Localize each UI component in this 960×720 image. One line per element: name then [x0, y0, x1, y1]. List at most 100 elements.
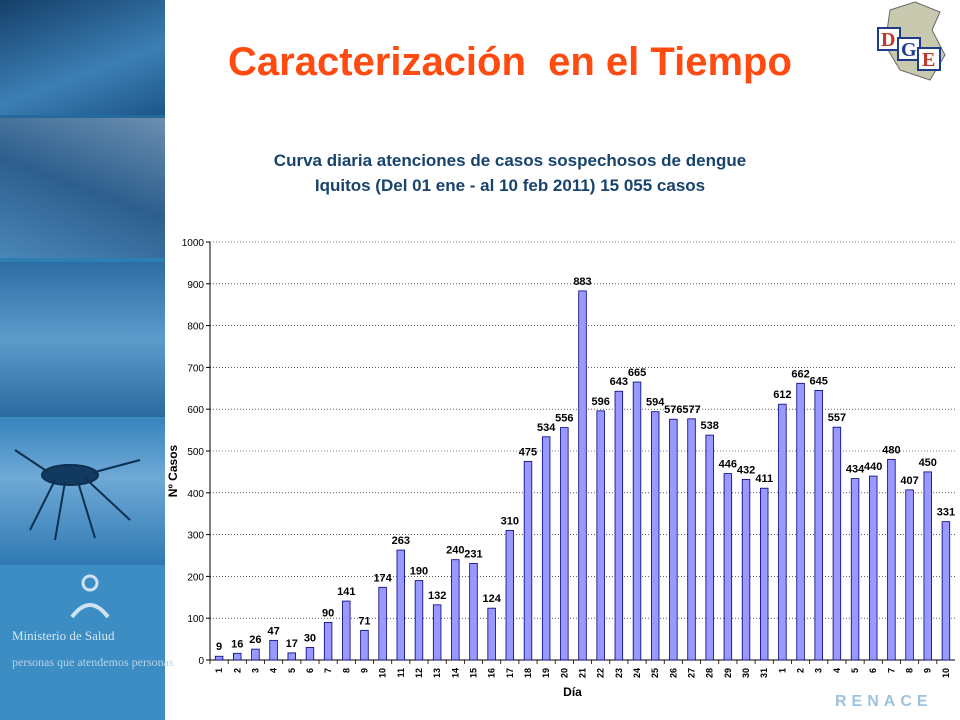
x-tick-label: 3 — [250, 668, 260, 673]
x-tick-label: 7 — [323, 668, 333, 673]
bar — [941, 521, 951, 661]
data-label: 310 — [501, 515, 519, 527]
y-tick-label: 400 — [187, 489, 204, 500]
side-photo-panel — [0, 0, 165, 720]
bar — [814, 389, 823, 661]
data-label: 16 — [231, 638, 243, 650]
bar — [687, 418, 696, 661]
bar — [469, 563, 478, 661]
data-label: 17 — [286, 638, 298, 650]
data-label: 26 — [249, 634, 261, 646]
x-tick-label: 3 — [814, 668, 824, 673]
bar — [378, 586, 387, 661]
bar — [905, 489, 914, 661]
data-label: 662 — [791, 368, 809, 380]
bar — [723, 473, 733, 661]
x-tick-label: 9 — [923, 668, 933, 673]
ministry-name: Ministerio de Salud — [12, 628, 115, 643]
y-tick-label: 0 — [198, 656, 204, 667]
y-tick-label: 600 — [187, 405, 204, 416]
data-label: 132 — [428, 590, 446, 602]
x-tick-label: 1 — [777, 668, 787, 673]
x-tick-label: 20 — [559, 668, 569, 678]
children-photo — [0, 262, 165, 417]
y-tick-label: 500 — [187, 447, 204, 458]
x-tick-label: 10 — [941, 668, 951, 678]
data-label: 124 — [482, 593, 501, 605]
data-label: 594 — [646, 397, 665, 409]
x-tick-label: 15 — [468, 668, 478, 678]
bar — [396, 549, 406, 661]
bar — [323, 621, 333, 661]
data-label: 475 — [519, 446, 537, 458]
owl-photo — [0, 0, 165, 115]
y-tick-label: 1000 — [182, 238, 205, 249]
bar — [669, 418, 678, 661]
data-label: 480 — [882, 444, 900, 456]
bar — [414, 580, 424, 661]
data-label: 90 — [322, 607, 334, 619]
bar — [614, 390, 624, 661]
x-tick-label: 7 — [886, 668, 896, 673]
data-label: 190 — [410, 566, 428, 578]
bar — [342, 600, 351, 661]
mosquito-photo — [0, 420, 165, 565]
bar — [251, 648, 260, 661]
bar — [287, 652, 296, 661]
data-label: 538 — [701, 420, 719, 432]
chart-subtitle-line-2: Iquitos (Del 01 ene - al 10 feb 2011) 15… — [314, 176, 706, 195]
x-tick-label: 13 — [432, 668, 442, 678]
bar-chart: 0100200300400500600700800900100091162263… — [166, 238, 955, 699]
dge-logo: D G E — [870, 0, 950, 90]
y-tick-label: 900 — [187, 280, 204, 291]
x-tick-label: 25 — [650, 668, 660, 678]
x-tick-label: 21 — [578, 668, 588, 678]
data-label: 263 — [392, 535, 410, 547]
x-tick-label: 2 — [796, 668, 806, 673]
bar — [923, 471, 932, 661]
x-tick-label: 5 — [287, 668, 297, 673]
bar — [305, 647, 315, 661]
bar — [541, 436, 551, 661]
bar — [741, 479, 751, 661]
data-label: 30 — [304, 632, 316, 644]
bar — [759, 487, 769, 661]
x-tick-label: 19 — [541, 668, 551, 678]
bar — [560, 427, 569, 661]
svg-text:E: E — [922, 49, 935, 71]
chart-subtitle: Curva diaria atenciones de casos sospech… — [170, 148, 850, 198]
data-label: 407 — [900, 475, 918, 487]
ministry-emblem-icon — [70, 574, 110, 619]
svg-text:D: D — [881, 29, 895, 51]
data-label: 9 — [216, 641, 222, 653]
bar — [505, 530, 515, 661]
data-label: 174 — [373, 572, 392, 584]
bar — [850, 478, 860, 661]
y-tick-label: 200 — [187, 572, 204, 583]
x-tick-label: 10 — [378, 668, 388, 678]
data-label: 643 — [610, 376, 628, 388]
bar — [632, 381, 642, 661]
data-label: 240 — [446, 545, 464, 557]
data-label: 141 — [337, 586, 355, 598]
x-tick-label: 26 — [668, 668, 678, 678]
bar — [778, 403, 787, 661]
family-photo — [0, 118, 165, 258]
x-tick-label: 31 — [759, 668, 769, 678]
data-label: 665 — [628, 367, 646, 379]
x-tick-label: 12 — [414, 668, 424, 678]
y-axis-title: Nº Casos — [166, 444, 180, 497]
bar — [869, 475, 878, 661]
x-tick-label: 6 — [305, 668, 315, 673]
mosquito-icon — [14, 449, 141, 541]
x-tick-label: 17 — [505, 668, 515, 678]
y-tick-label: 800 — [187, 322, 204, 333]
bar — [214, 655, 224, 661]
bar — [832, 426, 842, 661]
renace-logo: RENACE — [835, 693, 933, 710]
bar — [523, 461, 533, 661]
y-tick-label: 100 — [187, 614, 204, 625]
data-label: 883 — [573, 276, 591, 288]
x-tick-label: 4 — [832, 668, 842, 673]
data-label: 645 — [810, 375, 828, 387]
